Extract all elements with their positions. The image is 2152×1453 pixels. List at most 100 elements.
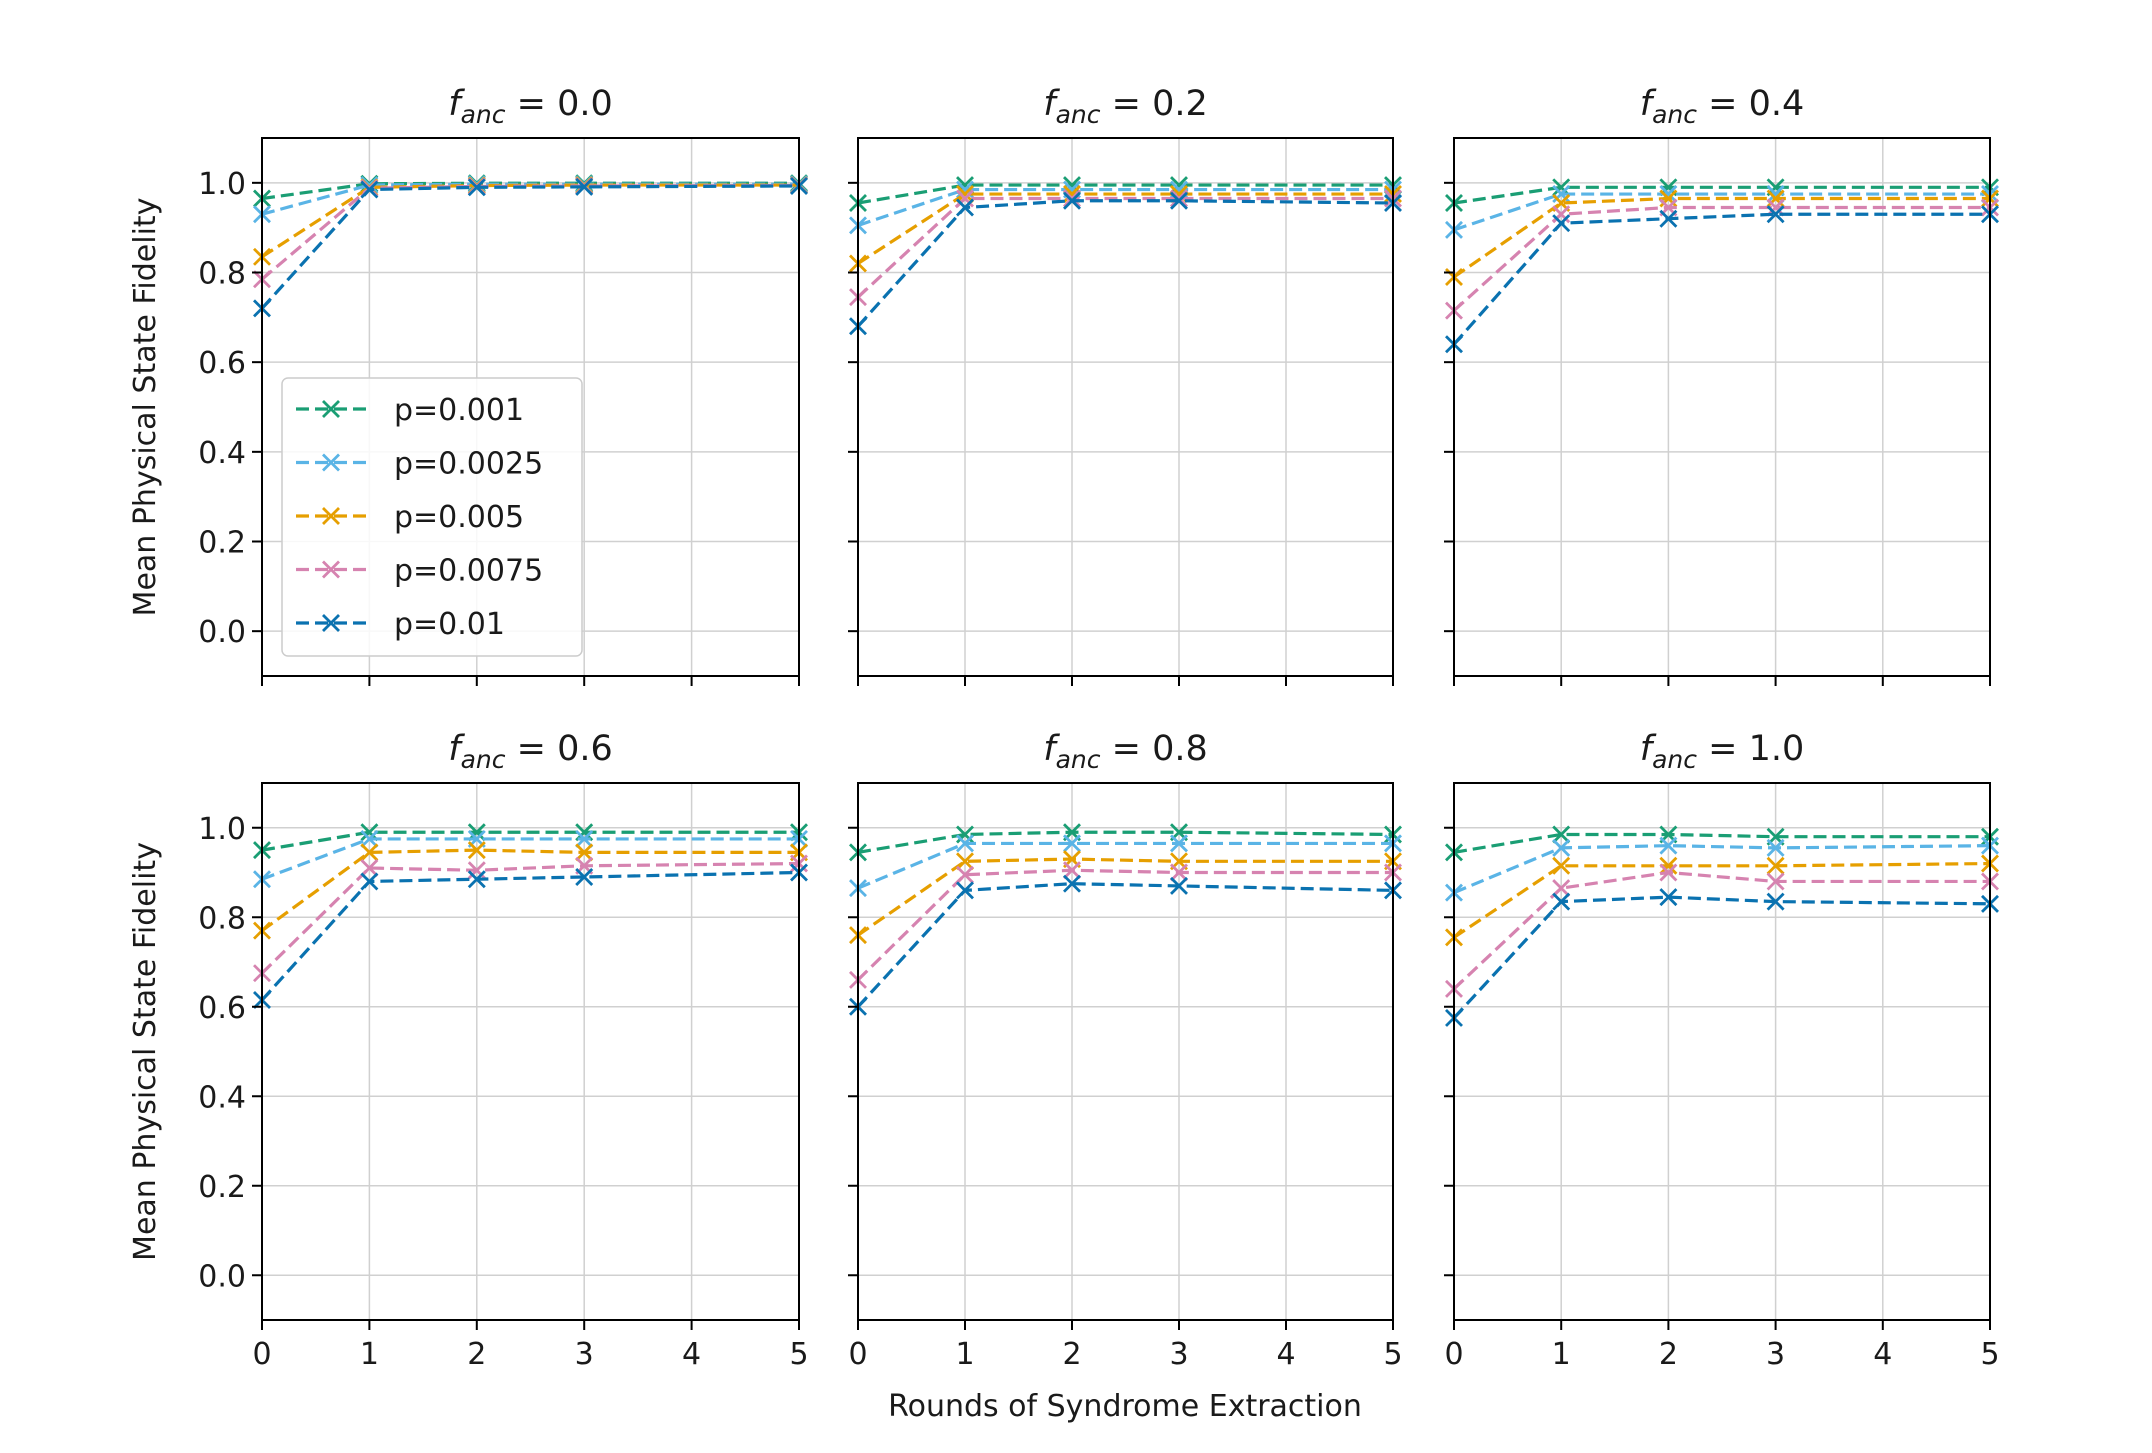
series-line xyxy=(856,196,1393,299)
data-point-marker xyxy=(1766,892,1785,911)
series-line xyxy=(1452,895,1991,1020)
data-point-marker xyxy=(1063,189,1081,208)
series-line xyxy=(260,861,800,975)
data-point-marker xyxy=(956,865,974,884)
data-point-marker xyxy=(956,198,974,217)
data-point-marker xyxy=(360,843,379,862)
series-line xyxy=(1453,832,1990,854)
data-point-marker xyxy=(956,881,974,900)
legend-marker xyxy=(322,400,340,418)
data-point-marker xyxy=(360,829,379,848)
series-line xyxy=(856,868,1393,982)
data-point-marker xyxy=(1766,872,1785,891)
series-line xyxy=(1452,212,1990,346)
axes-frame xyxy=(1453,137,1991,677)
series-line xyxy=(857,841,1393,890)
x-tick-label: 3 xyxy=(1766,1337,1785,1372)
data-point-marker xyxy=(1170,191,1188,210)
data-point-marker xyxy=(575,843,594,862)
legend-marker xyxy=(322,507,340,525)
series-line xyxy=(260,870,800,1002)
data-point-marker xyxy=(1063,834,1081,853)
subplot-3: fanc = 0.4 xyxy=(1444,84,1999,686)
legend-label: p=0.01 xyxy=(394,607,505,642)
legend-label: p=0.0025 xyxy=(394,447,543,482)
data-point-marker xyxy=(360,180,379,199)
subplot-title: fanc = 0.6 xyxy=(448,729,613,774)
data-point-marker xyxy=(1063,874,1081,893)
subplot-title: fanc = 0.8 xyxy=(1043,729,1208,774)
x-tick-label: 4 xyxy=(1276,1337,1295,1372)
x-tick-label: 3 xyxy=(575,1337,594,1372)
series-line xyxy=(1453,844,1991,895)
data-point-marker xyxy=(1170,189,1188,208)
x-tick-label: 2 xyxy=(1659,1337,1678,1372)
legend-box xyxy=(281,377,583,657)
y-tick-label: 0.6 xyxy=(198,991,246,1026)
data-point-marker xyxy=(1063,861,1081,880)
data-point-marker xyxy=(1170,863,1188,882)
x-tick-label: 0 xyxy=(848,1337,867,1372)
data-point-marker xyxy=(1659,888,1678,907)
x-tick-label: 2 xyxy=(467,1337,486,1372)
axes-frame xyxy=(1453,782,1991,1321)
x-tick-label: 3 xyxy=(1169,1337,1188,1372)
data-point-marker xyxy=(1659,856,1678,875)
data-point-marker xyxy=(1659,863,1678,882)
data-point-marker xyxy=(575,177,594,196)
data-point-marker xyxy=(1170,834,1188,853)
series-line xyxy=(261,848,799,932)
series-line xyxy=(1453,861,1991,939)
data-point-marker xyxy=(360,872,379,891)
data-point-marker xyxy=(1552,879,1571,898)
y-tick-label: 0.8 xyxy=(198,257,246,292)
legend-label: p=0.005 xyxy=(394,500,524,535)
y-tick-label: 0.0 xyxy=(198,1259,246,1294)
data-point-marker xyxy=(1659,209,1678,228)
x-tick-label: 1 xyxy=(360,1337,379,1372)
subplot-1: 0.0 0.2 0.4 0.6 0.8 1.0 fanc = 0.0 Mean Physica… xyxy=(128,84,808,686)
data-point-marker xyxy=(575,829,594,848)
data-point-marker xyxy=(467,178,486,197)
x-tick-label: 5 xyxy=(1980,1337,1999,1372)
series-line xyxy=(260,183,800,281)
axes-frame xyxy=(857,782,1394,1321)
series-line xyxy=(856,199,1394,328)
series-line xyxy=(857,192,1393,265)
legend-marker xyxy=(322,453,340,472)
subplot-4: 0.0 0.2 0.4 0.6 0.8 1.0 0 1 2 3 4 5 fanc = 0.6 Mean P… xyxy=(128,729,809,1372)
x-tick-label: 0 xyxy=(1444,1337,1463,1372)
data-point-marker xyxy=(956,852,974,871)
data-point-marker xyxy=(467,870,486,889)
x-axis-label: Rounds of Syndrome Extraction xyxy=(888,1389,1362,1424)
y-tick-label: 1.0 xyxy=(198,812,246,847)
legend-marker xyxy=(322,614,340,632)
data-point-marker xyxy=(1063,191,1081,210)
y-tick-label: 0.4 xyxy=(198,1080,246,1115)
data-point-marker xyxy=(1766,838,1785,857)
subplot-title: fanc = 1.0 xyxy=(1640,729,1805,774)
data-point-marker xyxy=(1552,838,1571,857)
data-point-marker xyxy=(1766,856,1785,875)
subplot-title: fanc = 0.4 xyxy=(1640,84,1805,129)
series-line xyxy=(1453,196,1990,279)
axes-frame xyxy=(857,137,1394,677)
subplot-2: fanc = 0.2 xyxy=(848,84,1402,686)
data-point-marker xyxy=(1766,205,1785,224)
subplot-title: fanc = 0.0 xyxy=(448,84,613,129)
subplot-6: 0 1 2 3 4 5 fanc = 1.0 xyxy=(1444,729,2000,1372)
data-point-marker xyxy=(467,841,486,860)
x-tick-label: 1 xyxy=(1552,1337,1571,1372)
y-tick-label: 0.0 xyxy=(198,615,246,650)
y-tick-label: 0.6 xyxy=(198,346,246,381)
data-point-marker xyxy=(1552,214,1571,233)
y-tick-label: 0.8 xyxy=(198,901,246,936)
legend-label: p=0.0075 xyxy=(394,554,543,589)
axes-frame xyxy=(261,137,800,677)
data-point-marker xyxy=(1552,825,1571,844)
series-line xyxy=(261,837,799,881)
y-axis-label: Mean Physical State Fidelity xyxy=(128,842,163,1261)
x-tick-label: 4 xyxy=(682,1337,701,1372)
legend-label: p=0.001 xyxy=(394,393,524,428)
